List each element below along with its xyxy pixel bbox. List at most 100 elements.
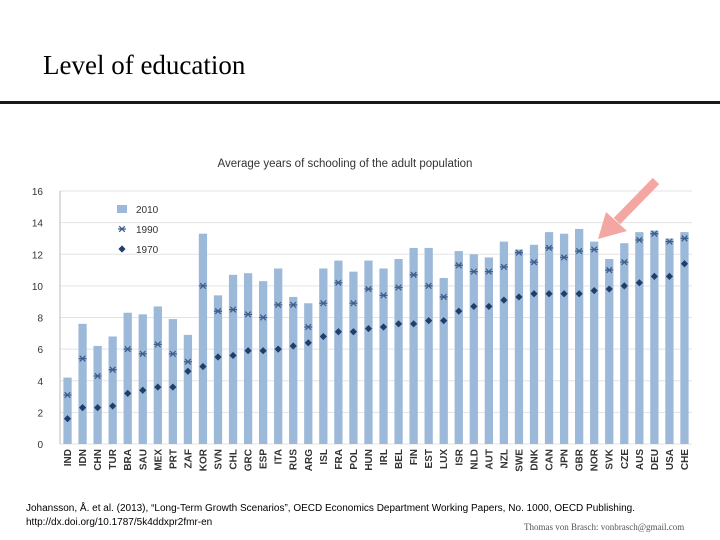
- x-tick-label: CZE: [620, 449, 631, 469]
- bar-CHL: [228, 274, 238, 444]
- bar-ISR: [454, 251, 463, 444]
- legend-swatch-1970: [118, 245, 126, 253]
- x-tick-label: GRC: [244, 449, 255, 471]
- x-tick-label: SVK: [605, 448, 616, 469]
- marker-1990-NZL: [499, 263, 508, 271]
- bar-SVN: [213, 295, 223, 444]
- x-tick-label: ISR: [454, 448, 465, 465]
- x-tick-label: CAN: [545, 449, 556, 471]
- x-tick-label: DEU: [650, 449, 661, 470]
- marker-1970-IRL: [379, 323, 388, 331]
- x-tick-label: NLD: [469, 449, 480, 470]
- bar-MEX: [153, 306, 162, 444]
- marker-1990-GRC: [244, 311, 253, 318]
- marker-1970-CAN: [545, 290, 553, 298]
- y-tick-label: 12: [32, 250, 44, 261]
- bar-BEL: [394, 258, 403, 444]
- x-tick-label: USA: [665, 449, 676, 470]
- marker-1970-BEL: [394, 320, 403, 328]
- marker-1990-IRL: [379, 292, 388, 299]
- chart-legend: 2010 1990 1970: [117, 205, 159, 256]
- marker-1970-CHN: [94, 404, 102, 412]
- x-tick-label: ZAF: [183, 449, 194, 468]
- x-tick-label: CHN: [93, 449, 104, 471]
- bar-CHE: [680, 232, 689, 444]
- marker-1970-ISR: [455, 307, 463, 315]
- bar-AUT: [484, 257, 493, 444]
- x-tick-label: SWE: [514, 449, 525, 472]
- bar-GRC: [243, 273, 253, 444]
- x-tick-label: JPN: [560, 449, 571, 468]
- x-tick-label: RUS: [289, 449, 300, 470]
- education-chart: Average years of schooling of the adult …: [32, 158, 692, 472]
- marker-1990-ARG: [304, 323, 313, 331]
- x-tick-label: BRA: [123, 449, 134, 471]
- source-line-1: Johansson, Å. et al. (2013), “Long-Term …: [26, 503, 635, 514]
- marker-1990-BRA: [123, 345, 132, 353]
- y-tick-label: 4: [37, 377, 43, 388]
- bar-TUR: [108, 336, 117, 444]
- marker-1990-JPN: [560, 254, 569, 261]
- marker-1990-AUS: [635, 236, 644, 244]
- x-tick-label: AUS: [635, 449, 646, 470]
- y-tick-label: 2: [37, 408, 43, 419]
- highlight-arrow: [598, 177, 660, 239]
- bar-CAN: [544, 232, 554, 444]
- marker-1990-IDN: [78, 355, 87, 362]
- marker-1970-MEX: [154, 383, 162, 391]
- x-tick-label: PRT: [168, 449, 179, 469]
- marker-series-1990: [63, 230, 689, 399]
- author-credit: Thomas von Brasch: vonbrasch@gmail.com: [524, 522, 685, 532]
- bar-FRA: [334, 260, 343, 444]
- y-tick-label: 10: [32, 282, 44, 293]
- bar-BRA: [123, 312, 132, 444]
- marker-1970-CHL: [229, 351, 237, 360]
- slide-title: Level of education: [43, 50, 246, 80]
- bar-EST: [424, 247, 433, 444]
- marker-1990-USA: [665, 238, 674, 245]
- legend-label-1990: 1990: [136, 225, 159, 236]
- bar-FIN: [409, 247, 418, 444]
- x-tick-label: IND: [63, 449, 74, 466]
- x-tick-label: ARG: [304, 449, 315, 471]
- bar-GBR: [575, 228, 584, 444]
- bar-JPN: [559, 233, 569, 444]
- marker-1990-RUS: [289, 301, 298, 309]
- x-tick-label: ISL: [319, 449, 330, 465]
- bar-IRL: [379, 268, 388, 444]
- marker-1990-GBR: [575, 247, 584, 255]
- bar-ISL: [319, 268, 328, 444]
- marker-1990-BEL: [394, 284, 403, 291]
- marker-1970-KOR: [199, 362, 207, 371]
- marker-1970-FIN: [410, 320, 418, 328]
- marker-1990-HUN: [364, 285, 373, 293]
- x-tick-label: FIN: [409, 449, 420, 465]
- bar-IDN: [78, 323, 87, 444]
- bar-SAU: [138, 314, 147, 444]
- x-tick-label: ESP: [259, 449, 270, 469]
- marker-1970-NZL: [500, 296, 508, 304]
- marker-1990-PRT: [168, 350, 177, 358]
- marker-1990-ISL: [319, 300, 328, 307]
- x-tick-label: EST: [424, 449, 435, 468]
- marker-1990-ZAF: [183, 358, 192, 366]
- marker-1970-TUR: [109, 402, 117, 410]
- x-tick-label: GBR: [575, 448, 586, 471]
- x-tick-label: ITA: [274, 449, 285, 464]
- legend-swatch-2010: [117, 205, 127, 213]
- marker-1990-LUX: [439, 293, 448, 301]
- marker-1990-FIN: [409, 271, 418, 279]
- marker-1990-NLD: [469, 268, 478, 275]
- marker-1970-ITA: [274, 345, 282, 353]
- bar-LUX: [439, 277, 448, 444]
- marker-1970-SAU: [139, 386, 147, 394]
- marker-1990-EST: [424, 282, 433, 290]
- marker-1970-JPN: [560, 290, 568, 298]
- bar-ARG: [304, 303, 313, 444]
- marker-1970-SVN: [214, 353, 222, 361]
- bar-series-2010: [63, 228, 689, 444]
- source-line-2[interactable]: http://dx.doi.org/10.1787/5k4ddxpr2fmr-e…: [26, 516, 213, 528]
- bar-CZE: [620, 243, 629, 444]
- marker-1990-NOR: [590, 246, 599, 253]
- marker-1990-CZE: [620, 258, 629, 266]
